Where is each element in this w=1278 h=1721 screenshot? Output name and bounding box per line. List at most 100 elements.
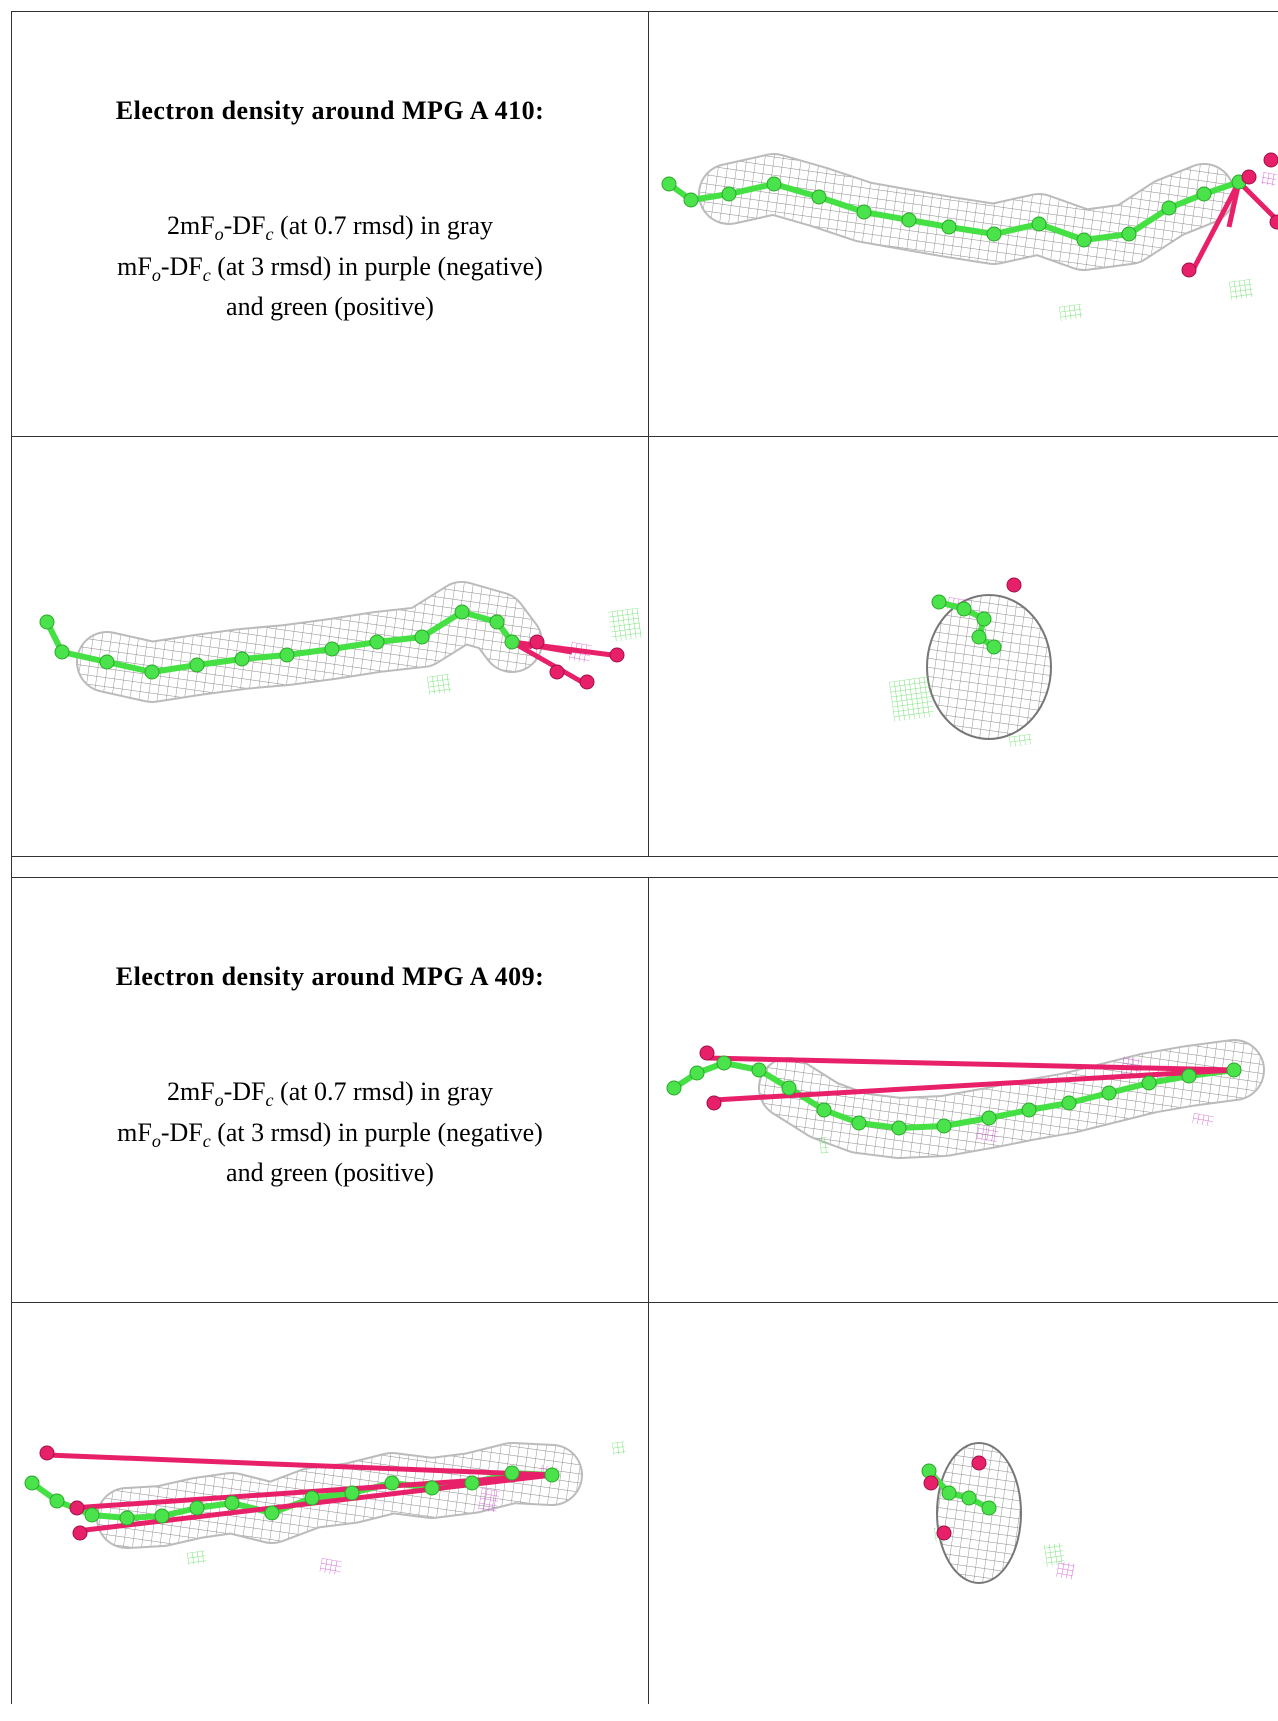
carbon-atom	[345, 1486, 359, 1500]
text-segment: (at 3 rmsd) in purple (negative)	[211, 1118, 543, 1147]
text-segment: -DF	[224, 1077, 266, 1106]
oxygen-atom	[1182, 263, 1196, 277]
carbon-atom	[1062, 1096, 1076, 1110]
carbon-atom	[937, 1119, 951, 1133]
carbon-atom	[1102, 1086, 1116, 1100]
carbon-atom	[305, 1491, 319, 1505]
carbon-atom	[225, 1496, 239, 1510]
row-divider	[12, 856, 1278, 857]
positive-density	[1009, 734, 1032, 747]
carbon-atom	[1122, 227, 1136, 241]
carbon-atom	[690, 1066, 704, 1080]
density-image	[649, 878, 1278, 1296]
density-image	[12, 1303, 648, 1721]
oxygen-atom	[924, 1476, 938, 1490]
oxygen-atom	[1264, 153, 1278, 167]
oxygen-atom	[73, 1526, 87, 1540]
text-segment: -DF	[161, 252, 203, 281]
carbon-atom	[1162, 201, 1176, 215]
carbon-atom	[465, 1476, 479, 1490]
oxygen-atom	[700, 1046, 714, 1060]
carbon-atom	[505, 635, 519, 649]
carbon-atom	[1077, 233, 1091, 247]
subscript: o	[215, 1090, 224, 1110]
text-segment: (at 0.7 rmsd) in gray	[274, 211, 494, 240]
carbon-atom	[1227, 1063, 1241, 1077]
carbon-atom	[962, 1491, 976, 1505]
text-cell: Electron density around MPG A 409:2mFo-D…	[12, 878, 648, 1302]
carbon-atom	[662, 177, 676, 191]
subscript: c	[266, 1090, 274, 1110]
carbon-atom	[50, 1494, 64, 1508]
carbon-atom	[25, 1476, 39, 1490]
legend-line: and green (positive)	[12, 288, 648, 327]
legend-text: 2mFo-DFc (at 0.7 rmsd) in graymFo-DFc (a…	[12, 1073, 648, 1193]
subscript: o	[152, 265, 161, 285]
legend-line: and green (positive)	[12, 1154, 648, 1193]
carbon-atom	[100, 655, 114, 669]
carbon-atom	[982, 1111, 996, 1125]
subscript: o	[152, 1131, 161, 1151]
text-cell: Electron density around MPG A 410:2mFo-D…	[12, 12, 648, 436]
carbon-atom	[942, 220, 956, 234]
carbon-atom	[767, 177, 781, 191]
carbon-atom	[987, 640, 1001, 654]
negative-density	[320, 1558, 342, 1575]
oxygen-atom	[550, 665, 564, 679]
carbon-atom	[325, 642, 339, 656]
carbon-atom	[752, 1063, 766, 1077]
positive-density	[187, 1550, 206, 1564]
negative-density	[1056, 1561, 1075, 1580]
text-segment: (at 3 rmsd) in purple (negative)	[211, 252, 543, 281]
oxygen-atom	[530, 635, 544, 649]
oxygen-atom	[1007, 578, 1021, 592]
carbon-atom	[455, 605, 469, 619]
carbon-atom	[1022, 1103, 1036, 1117]
carbon-atom	[977, 612, 991, 626]
carbon-atom	[85, 1508, 99, 1522]
carbon-atom	[982, 1501, 996, 1515]
oxygen-atom	[70, 1501, 84, 1515]
legend-line: mFo-DFc (at 3 rmsd) in purple (negative)	[12, 248, 648, 289]
carbon-atom	[145, 665, 159, 679]
oxygen-atom	[40, 1446, 54, 1460]
carbon-atom	[490, 615, 504, 629]
carbon-atom	[40, 615, 54, 629]
carbon-atom	[385, 1476, 399, 1490]
oxygen-atom	[972, 1456, 986, 1470]
text-segment: (at 0.7 rmsd) in gray	[274, 1077, 494, 1106]
positive-density	[1059, 304, 1083, 321]
carbon-atom	[370, 635, 384, 649]
carbon-atom	[957, 602, 971, 616]
density-image	[12, 437, 648, 855]
carbon-atom	[55, 645, 69, 659]
oxygen-atom	[580, 675, 594, 689]
subscript: c	[203, 1131, 211, 1151]
text-segment: -DF	[161, 1118, 203, 1147]
subscript: o	[215, 224, 224, 244]
negative-density	[1261, 172, 1277, 186]
page: Electron density around MPG A 410:2mFo-D…	[0, 0, 1278, 1703]
legend-line: 2mFo-DFc (at 0.7 rmsd) in gray	[12, 1073, 648, 1114]
density-image	[649, 437, 1278, 855]
carbon-atom	[120, 1511, 134, 1525]
text-segment: 2mF	[167, 211, 215, 240]
carbon-atom	[722, 187, 736, 201]
carbon-atom	[987, 227, 1001, 241]
carbon-atom	[415, 630, 429, 644]
carbon-atom	[932, 595, 946, 609]
text-segment: mF	[117, 252, 152, 281]
carbon-atom	[857, 205, 871, 219]
carbon-atom	[235, 652, 249, 666]
positive-density	[1229, 279, 1253, 300]
carbon-atom	[782, 1081, 796, 1095]
negative-density	[478, 1488, 500, 1513]
carbon-atom	[545, 1468, 559, 1482]
density-image	[649, 1303, 1278, 1721]
carbon-atom	[280, 648, 294, 662]
legend-line: mFo-DFc (at 3 rmsd) in purple (negative)	[12, 1114, 648, 1155]
carbon-atom	[190, 658, 204, 672]
positive-density	[889, 676, 934, 721]
oxygen-atom	[610, 648, 624, 662]
